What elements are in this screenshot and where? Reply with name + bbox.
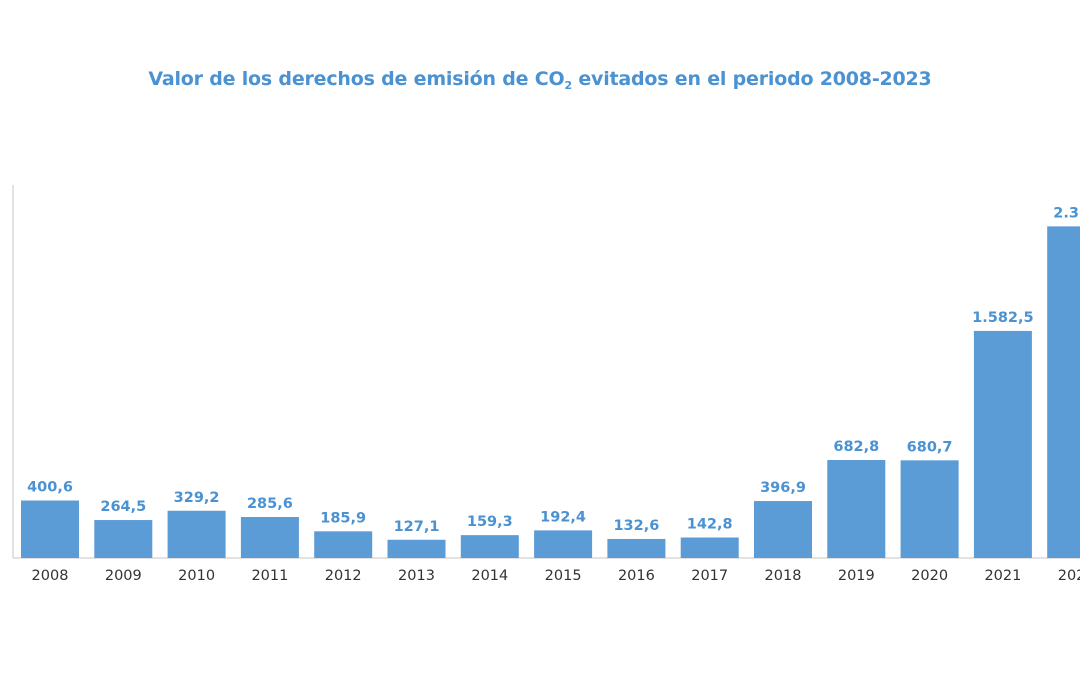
x-tick-2017: 2017	[691, 568, 728, 584]
bar-2016	[607, 538, 666, 558]
title-rest: evitados en el periodo 2008-2023	[571, 68, 932, 90]
bar-2011	[240, 517, 299, 558]
value-label-2018: 396,9	[760, 480, 806, 496]
bar-2022	[1047, 226, 1080, 558]
bar-2015	[534, 530, 593, 558]
value-label-2012: 185,9	[320, 510, 366, 526]
bar-2021	[973, 330, 1032, 558]
value-label-2009: 264,5	[100, 499, 146, 515]
value-label-2014: 159,3	[467, 514, 513, 530]
x-tick-2021: 2021	[984, 568, 1021, 584]
value-label-2010: 329,2	[174, 490, 220, 506]
value-label-2013: 127,1	[394, 519, 440, 535]
value-label-2017: 142,8	[687, 517, 733, 533]
value-label-2015: 192,4	[540, 509, 586, 525]
chart-title: Valor de los derechos de emisión de CO2 …	[0, 68, 1080, 92]
x-tick-2008: 2008	[32, 568, 69, 584]
bar-2010	[167, 510, 226, 558]
x-tick-2016: 2016	[618, 568, 655, 584]
x-tick-2010: 2010	[178, 568, 215, 584]
bar-2014	[460, 535, 519, 558]
bar-2012	[314, 531, 373, 558]
x-tick-2013: 2013	[398, 568, 435, 584]
x-tick-2022: 2022	[1058, 568, 1080, 584]
value-label-2021: 1.582,5	[972, 310, 1033, 326]
value-label-2022: 2.311	[1053, 205, 1080, 221]
title-main: Valor de los derechos de emisión de CO	[148, 68, 565, 90]
x-tick-2018: 2018	[765, 568, 802, 584]
bar-2013	[387, 539, 446, 558]
value-label-2011: 285,6	[247, 496, 293, 512]
x-tick-2011: 2011	[251, 568, 288, 584]
x-tick-2020: 2020	[911, 568, 948, 584]
bar-2009	[94, 520, 153, 558]
value-label-2020: 680,7	[907, 439, 953, 455]
bar-2020	[900, 460, 959, 558]
x-tick-2014: 2014	[471, 568, 508, 584]
bar-2008	[21, 500, 79, 558]
value-label-2016: 132,6	[613, 518, 659, 534]
bar-2017	[680, 537, 739, 558]
x-tick-2012: 2012	[325, 568, 362, 584]
bar-2019	[827, 460, 886, 558]
x-tick-2015: 2015	[545, 568, 582, 584]
x-tick-2009: 2009	[105, 568, 142, 584]
value-label-2008: 400,6	[27, 480, 73, 496]
x-tick-2019: 2019	[838, 568, 875, 584]
bar-2018	[754, 501, 812, 558]
title-subscript: 2	[564, 79, 572, 92]
value-label-2019: 682,8	[833, 439, 879, 455]
